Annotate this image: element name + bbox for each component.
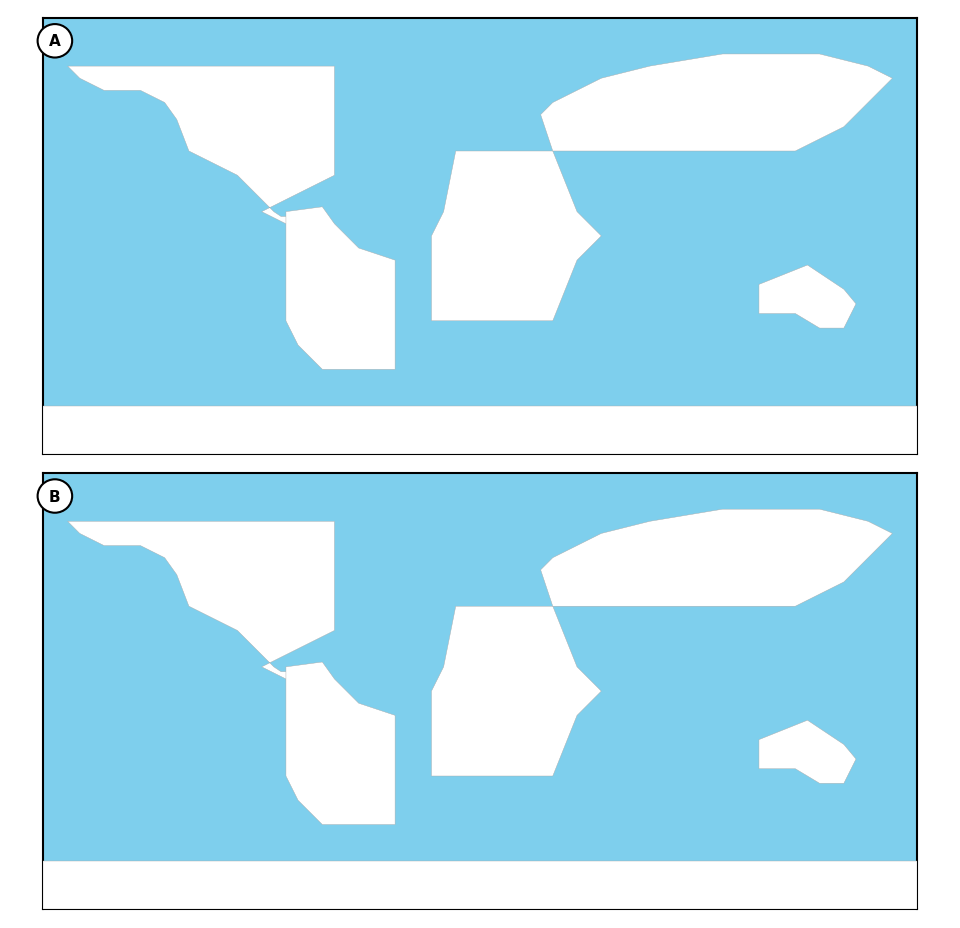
- Polygon shape: [540, 509, 893, 607]
- Polygon shape: [286, 663, 396, 825]
- Polygon shape: [431, 607, 601, 776]
- Polygon shape: [67, 522, 334, 679]
- Text: B: B: [49, 489, 60, 504]
- Text: A: A: [49, 34, 60, 49]
- Polygon shape: [43, 861, 917, 909]
- Polygon shape: [431, 152, 601, 321]
- Polygon shape: [43, 406, 917, 455]
- Polygon shape: [540, 55, 893, 152]
- Polygon shape: [759, 265, 856, 329]
- Polygon shape: [67, 67, 334, 225]
- Polygon shape: [759, 720, 856, 783]
- Polygon shape: [286, 208, 396, 370]
